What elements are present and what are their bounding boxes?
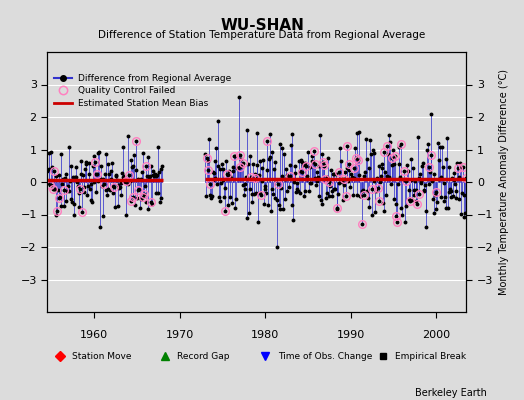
Text: 1970: 1970 — [166, 330, 194, 340]
Text: Empirical Break: Empirical Break — [395, 352, 466, 361]
Text: Quality Control Failed: Quality Control Failed — [79, 86, 176, 95]
Text: Time of Obs. Change: Time of Obs. Change — [278, 352, 372, 361]
Text: Record Gap: Record Gap — [177, 352, 230, 361]
Text: WU-SHAN: WU-SHAN — [220, 18, 304, 33]
Text: Difference from Regional Average: Difference from Regional Average — [79, 74, 232, 83]
Text: Estimated Station Mean Bias: Estimated Station Mean Bias — [79, 99, 209, 108]
Text: 1990: 1990 — [337, 330, 365, 340]
Text: Difference of Station Temperature Data from Regional Average: Difference of Station Temperature Data f… — [99, 30, 425, 40]
Text: 1960: 1960 — [80, 330, 108, 340]
Y-axis label: Monthly Temperature Anomaly Difference (°C): Monthly Temperature Anomaly Difference (… — [499, 69, 509, 295]
Text: Berkeley Earth: Berkeley Earth — [416, 388, 487, 398]
Text: 1980: 1980 — [251, 330, 279, 340]
Text: 2000: 2000 — [422, 330, 451, 340]
Text: Station Move: Station Move — [72, 352, 132, 361]
